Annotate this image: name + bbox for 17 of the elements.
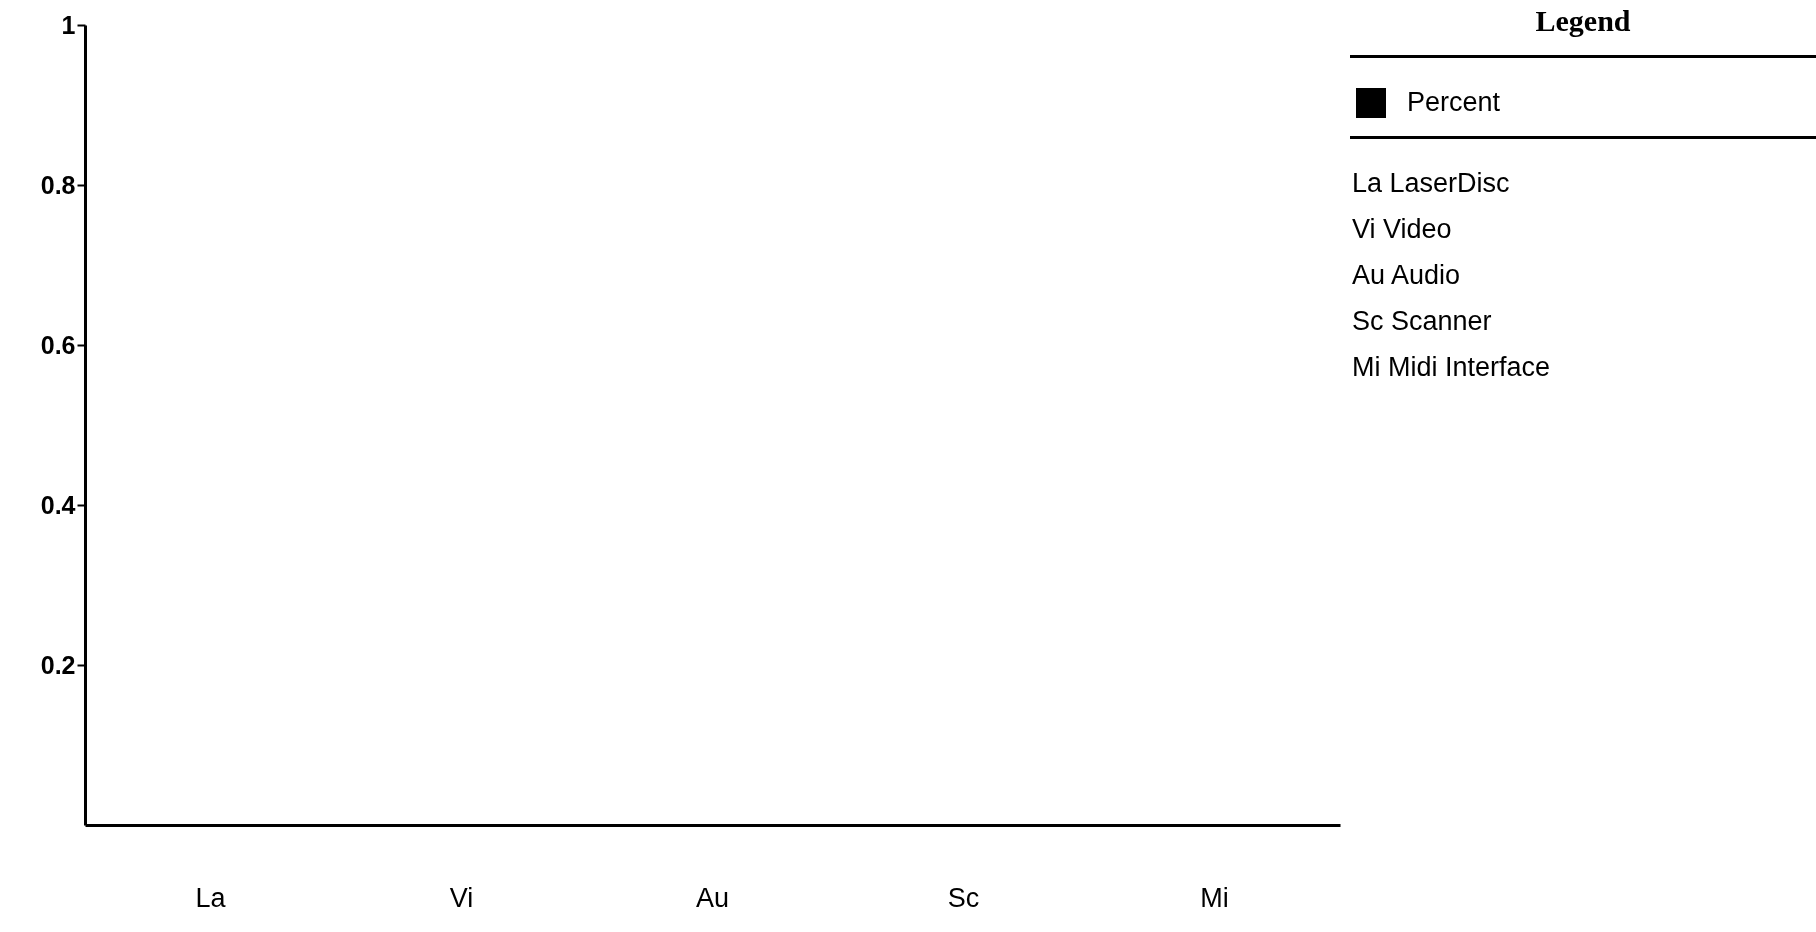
y-tick-label: 1 bbox=[61, 10, 76, 39]
x-tick-label: Mi bbox=[1200, 882, 1229, 913]
x-tick-label: Au bbox=[695, 882, 730, 913]
x-tick-label: Sc bbox=[947, 882, 980, 913]
text: Mi Midi Interface bbox=[1352, 351, 1551, 384]
x-tick-label: La bbox=[195, 882, 227, 913]
legend-title: Legend bbox=[1534, 4, 1632, 38]
text: Au Audio bbox=[1352, 259, 1462, 292]
text: Vi Video bbox=[1352, 213, 1453, 246]
y-tick-label: 0.2 bbox=[40, 650, 76, 679]
text: La LaserDisc bbox=[1352, 167, 1511, 200]
y-tick-label: 0.8 bbox=[40, 170, 76, 199]
legend-label: Percent bbox=[1407, 87, 1501, 117]
x-tick-label: Vi bbox=[449, 882, 474, 913]
y-tick-label: 0.4 bbox=[40, 490, 76, 519]
y-tick-label: 0.6 bbox=[40, 330, 76, 359]
text: Sc Scanner bbox=[1352, 305, 1493, 338]
